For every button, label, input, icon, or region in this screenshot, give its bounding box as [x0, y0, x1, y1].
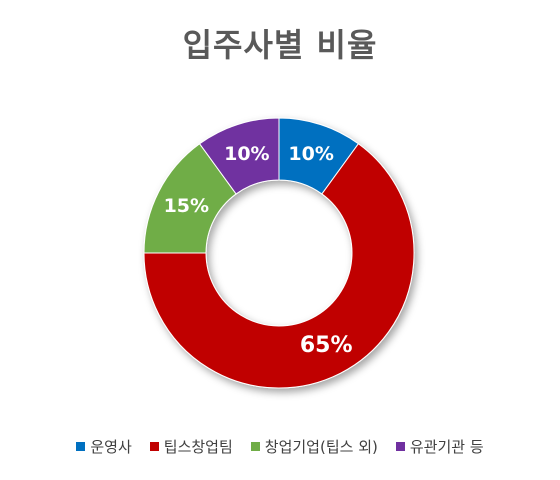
donut-slice-4: [198, 117, 280, 195]
legend-item-4: 유관기관 등: [395, 436, 484, 457]
legend-item-1: 운영사: [76, 436, 132, 457]
legend-swatch: [250, 442, 260, 451]
legend-label: 창업기업(팁스 외): [264, 438, 378, 456]
legend-swatch: [395, 442, 405, 451]
legend-swatch: [76, 442, 86, 451]
legend-label: 운영사: [90, 438, 132, 456]
legend-swatch: [149, 442, 159, 451]
donut-slice-2: [143, 143, 415, 389]
data-label-2: 65%: [300, 333, 353, 358]
legend-item-2: 팁스창업팀: [149, 436, 233, 457]
legend-label: 유관기관 등: [409, 438, 484, 456]
data-label-1: 10%: [288, 143, 333, 165]
legend: 운영사 팁스창업팀 창업기업(팁스 외) 유관기관 등: [0, 436, 560, 457]
legend-item-3: 창업기업(팁스 외): [250, 436, 378, 457]
data-label-3: 15%: [164, 195, 209, 217]
data-label-4: 10%: [224, 143, 269, 165]
chart-title: 입주사별 비율: [182, 26, 378, 64]
legend-label: 팁스창업팀: [163, 438, 233, 456]
